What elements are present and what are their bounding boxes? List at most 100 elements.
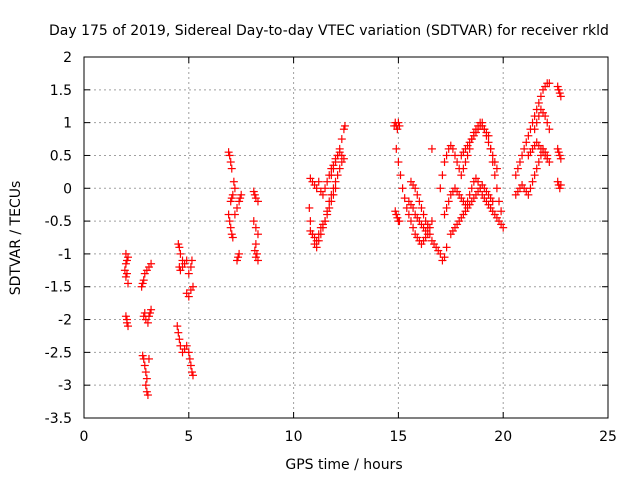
data-point (182, 341, 191, 350)
data-point (143, 391, 152, 400)
data-point (227, 230, 236, 239)
x-tick-label: 20 (494, 429, 512, 445)
data-point (524, 190, 533, 199)
y-tick-label: -3 (58, 378, 72, 394)
data-point (314, 177, 323, 186)
data-point (436, 249, 445, 258)
data-point (545, 158, 554, 167)
data-point (444, 197, 453, 206)
x-tick-label: 25 (599, 429, 617, 445)
data-point (235, 197, 244, 206)
y-tick-label: 0 (63, 181, 72, 197)
data-point (329, 164, 338, 173)
data-point (236, 194, 245, 203)
data-point (339, 125, 348, 134)
data-point (185, 354, 194, 363)
data-point (121, 272, 130, 281)
data-point (252, 249, 261, 258)
data-point (230, 184, 239, 193)
data-point (515, 158, 524, 167)
data-point (467, 184, 476, 193)
data-point (459, 164, 468, 173)
data-point (526, 184, 535, 193)
data-point (534, 98, 543, 107)
x-tick-label: 10 (285, 429, 303, 445)
data-point (176, 249, 185, 258)
data-point (225, 217, 234, 226)
data-point (124, 322, 133, 331)
data-point (173, 322, 182, 331)
data-point (226, 223, 235, 232)
data-point (323, 210, 332, 219)
data-point (394, 158, 403, 167)
data-point (305, 203, 314, 212)
data-point (253, 256, 262, 265)
data-point (253, 197, 262, 206)
data-point (528, 177, 537, 186)
data-point (141, 368, 150, 377)
data-point (545, 125, 554, 134)
data-point (391, 207, 400, 216)
data-point (415, 197, 424, 206)
data-point (230, 210, 239, 219)
data-point (392, 144, 401, 153)
data-point (554, 85, 563, 94)
data-point (141, 381, 150, 390)
data-point (340, 121, 349, 130)
data-point (331, 158, 340, 167)
data-point (421, 226, 430, 235)
data-point (229, 177, 238, 186)
data-point (425, 230, 434, 239)
data-point (184, 348, 193, 357)
data-point (486, 144, 495, 153)
data-point (143, 318, 152, 327)
data-point (251, 240, 260, 249)
x-tick-labels: 0 5 10 15 20 25 (80, 429, 617, 445)
data-point (138, 351, 147, 360)
data-point (312, 184, 321, 193)
data-point (147, 259, 156, 268)
data-point (251, 223, 260, 232)
data-point (234, 253, 243, 262)
data-point (253, 230, 262, 239)
data-point (392, 210, 401, 219)
data-point (122, 256, 131, 265)
data-point (312, 236, 321, 245)
data-point (406, 217, 415, 226)
data-point (532, 118, 541, 127)
data-point (138, 279, 147, 288)
data-point (398, 184, 407, 193)
data-point (488, 197, 497, 206)
data-point (556, 180, 565, 189)
y-tick-label: 1 (63, 116, 72, 132)
data-point (225, 151, 234, 160)
data-point (492, 184, 501, 193)
data-point (490, 158, 499, 167)
data-point (490, 171, 499, 180)
data-point (555, 89, 564, 98)
data-point (409, 203, 418, 212)
data-point (553, 82, 562, 91)
data-point (188, 371, 197, 380)
x-axis-label: GPS time / hours (285, 457, 402, 473)
data-point (492, 164, 501, 173)
y-tick-label: -1 (58, 247, 72, 263)
data-point (555, 184, 564, 193)
data-point (321, 184, 330, 193)
data-point (321, 217, 330, 226)
y-tick-label: 1.5 (50, 83, 72, 99)
x-tick-label: 15 (389, 429, 407, 445)
data-point (453, 158, 462, 167)
data-point (511, 171, 520, 180)
data-point (541, 112, 550, 121)
data-point (436, 184, 445, 193)
data-point (233, 203, 242, 212)
y-tick-labels: -3.5 -3 -2.5 -2 -1.5 -1 -0.5 0 0.5 1 1.5 2 (45, 50, 72, 427)
data-point (174, 328, 183, 337)
data-point (553, 144, 562, 153)
data-point (482, 131, 491, 140)
data-point (314, 230, 323, 239)
data-point (440, 253, 449, 262)
data-point (329, 190, 338, 199)
